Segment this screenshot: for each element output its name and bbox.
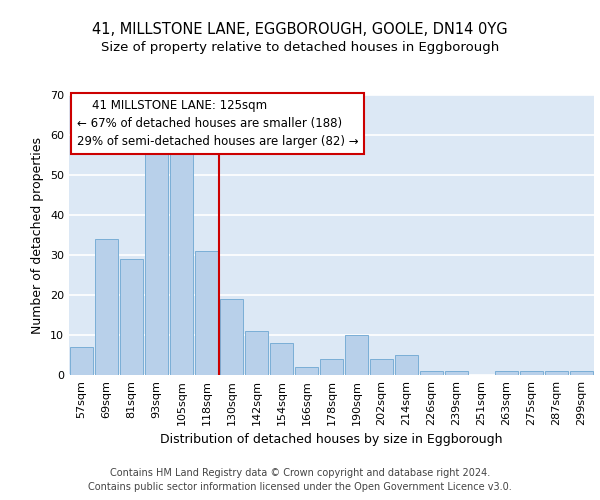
Bar	[270, 343, 293, 375]
Text: Contains public sector information licensed under the Open Government Licence v3: Contains public sector information licen…	[88, 482, 512, 492]
Bar	[320, 359, 343, 375]
Bar	[145, 151, 168, 375]
Bar	[295, 367, 318, 375]
Bar	[70, 347, 93, 375]
Bar	[220, 299, 243, 375]
Bar	[370, 359, 393, 375]
Bar	[545, 371, 568, 375]
Bar	[120, 259, 143, 375]
Bar	[395, 355, 418, 375]
Bar	[445, 371, 468, 375]
Bar	[345, 335, 368, 375]
Bar	[495, 371, 518, 375]
Bar	[195, 251, 218, 375]
Bar	[570, 371, 593, 375]
X-axis label: Distribution of detached houses by size in Eggborough: Distribution of detached houses by size …	[160, 434, 503, 446]
Bar	[420, 371, 443, 375]
Text: 41 MILLSTONE LANE: 125sqm    
← 67% of detached houses are smaller (188)
29% of : 41 MILLSTONE LANE: 125sqm ← 67% of detac…	[77, 99, 359, 148]
Text: Contains HM Land Registry data © Crown copyright and database right 2024.: Contains HM Land Registry data © Crown c…	[110, 468, 490, 477]
Text: 41, MILLSTONE LANE, EGGBOROUGH, GOOLE, DN14 0YG: 41, MILLSTONE LANE, EGGBOROUGH, GOOLE, D…	[92, 22, 508, 38]
Bar	[170, 147, 193, 375]
Bar	[245, 331, 268, 375]
Bar	[520, 371, 543, 375]
Y-axis label: Number of detached properties: Number of detached properties	[31, 136, 44, 334]
Text: Size of property relative to detached houses in Eggborough: Size of property relative to detached ho…	[101, 41, 499, 54]
Bar	[95, 239, 118, 375]
